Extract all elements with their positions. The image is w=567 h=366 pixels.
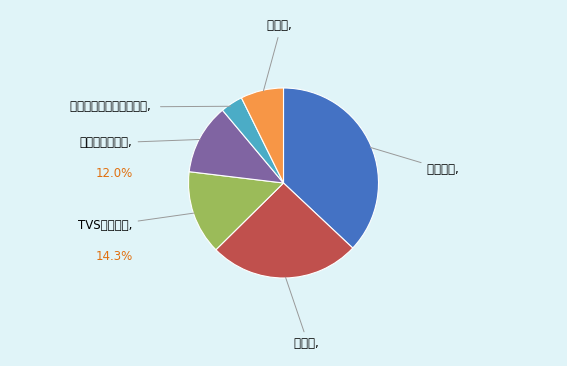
Text: バジャジオート,: バジャジオート, — [80, 137, 200, 149]
Wedge shape — [222, 98, 284, 183]
Text: ホンダ,: ホンダ, — [286, 277, 323, 350]
Text: その他,: その他, — [264, 19, 295, 91]
Text: 14.3%: 14.3% — [95, 250, 133, 263]
Wedge shape — [188, 172, 284, 250]
Wedge shape — [242, 88, 284, 183]
Text: 12.0%: 12.0% — [95, 167, 133, 180]
Text: ロイヤルエンフィールド,: ロイヤルエンフィールド, — [70, 101, 231, 113]
Wedge shape — [216, 183, 353, 278]
Text: ヒーロー,: ヒーロー, — [370, 147, 462, 176]
Wedge shape — [284, 88, 379, 248]
Wedge shape — [189, 110, 284, 183]
Text: TVSモーター,: TVSモーター, — [78, 213, 194, 232]
